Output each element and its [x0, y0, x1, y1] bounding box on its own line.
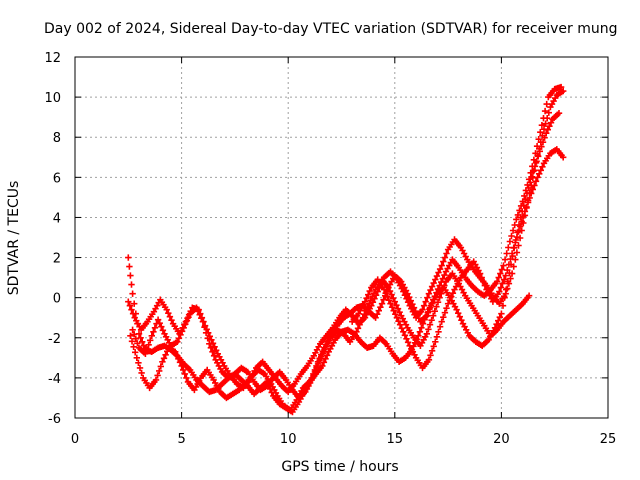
series-track-4 — [129, 270, 533, 402]
x-axis-label: GPS time / hours — [281, 459, 398, 475]
x-tick-label: 20 — [493, 432, 510, 447]
plot-frame — [74, 56, 609, 419]
plus-markers-track-5 — [349, 146, 567, 372]
x-tick-label: 0 — [71, 432, 79, 447]
tick-labels: 0 5 10 15 20 25 -6 -4 -2 0 2 4 6 8 10 12 — [44, 51, 616, 447]
chart-title: Day 002 of 2024, Sidereal Day-to-day VTE… — [44, 21, 618, 37]
x-tick-label: 15 — [387, 432, 404, 447]
y-tick-label: 10 — [44, 91, 61, 106]
x-tick-label: 5 — [177, 432, 185, 447]
y-tick-label: 4 — [53, 211, 61, 226]
series-track-3 — [125, 87, 567, 396]
grid-lines — [74, 56, 609, 419]
y-axis-label: SDTVAR / TECUs — [6, 181, 22, 296]
y-tick-label: 2 — [53, 252, 61, 267]
y-tick-label: 8 — [53, 131, 61, 146]
axis-ticks — [74, 56, 609, 419]
series-track-5 — [349, 146, 567, 372]
plus-markers-track-3 — [125, 87, 567, 396]
data-marks — [125, 83, 567, 416]
y-tick-label: -2 — [48, 332, 61, 347]
y-tick-label: -6 — [48, 412, 61, 427]
x-tick-label: 25 — [600, 432, 617, 447]
plus-markers-track-1 — [125, 83, 565, 416]
x-tick-label: 10 — [280, 432, 297, 447]
plus-markers-track-4 — [129, 270, 533, 402]
series-track-1 — [125, 83, 565, 416]
y-tick-label: 6 — [53, 171, 61, 186]
series-track-2 — [127, 110, 563, 414]
plus-markers-track-2 — [127, 110, 563, 414]
y-tick-label: 12 — [44, 51, 61, 66]
y-tick-label: -4 — [48, 372, 61, 387]
y-tick-label: 0 — [53, 292, 61, 307]
